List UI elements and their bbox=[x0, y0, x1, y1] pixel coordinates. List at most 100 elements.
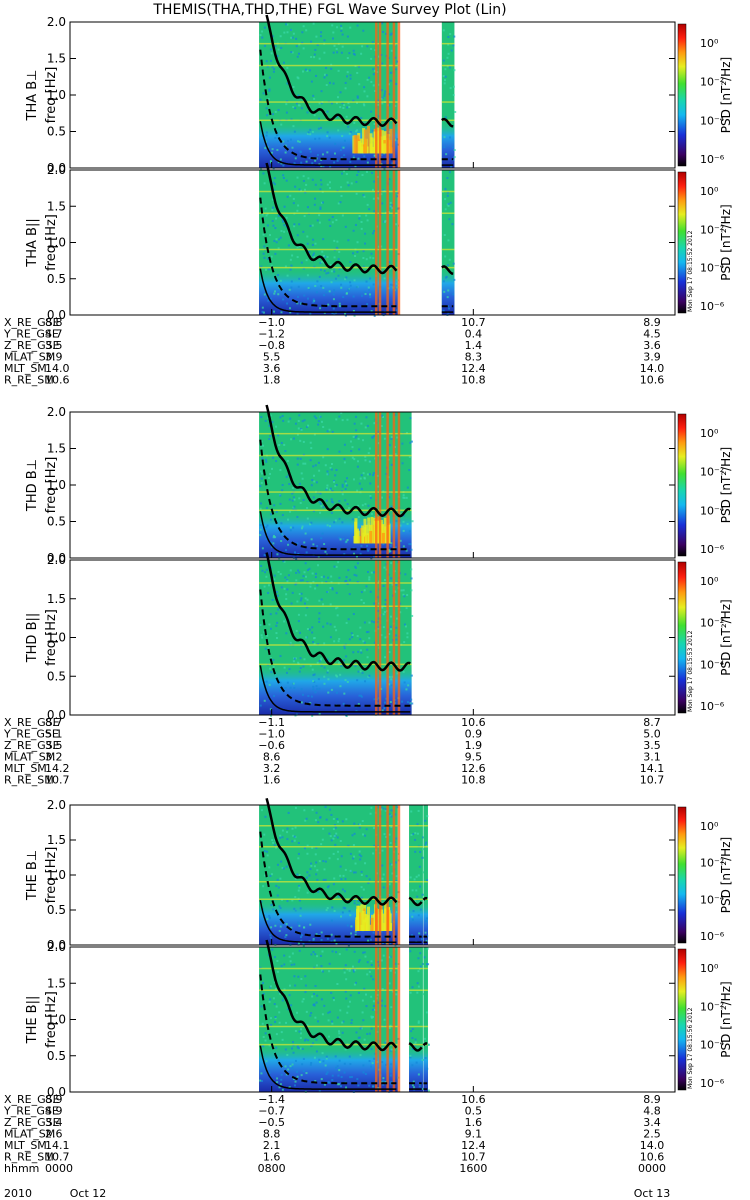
spectrogram-pixel bbox=[318, 617, 321, 620]
spectrogram-pixel bbox=[338, 576, 341, 579]
spectrogram-pixel bbox=[271, 198, 274, 201]
spectrogram-pixel bbox=[288, 984, 291, 987]
spectrogram-pixel bbox=[287, 811, 290, 814]
spectrogram-pixel bbox=[369, 812, 372, 815]
spectrogram-pixel bbox=[353, 458, 356, 461]
spectrogram-pixel bbox=[313, 474, 316, 477]
spectrogram-pixel bbox=[444, 198, 447, 201]
spectrogram-pixel bbox=[363, 477, 366, 480]
spectrogram-pixel bbox=[376, 596, 379, 599]
spectrogram-pixel bbox=[307, 131, 310, 134]
spectrogram-pixel bbox=[326, 487, 329, 490]
spectrogram-pixel bbox=[325, 488, 328, 491]
spectrogram-pixel bbox=[283, 666, 286, 669]
spectrogram-pixel bbox=[370, 1027, 373, 1030]
orbit-value: 4.7 bbox=[45, 328, 63, 341]
spectrogram-pixel bbox=[280, 522, 283, 525]
spectrogram-pixel bbox=[283, 31, 286, 34]
spectrogram-pixel bbox=[345, 482, 348, 485]
spectrogram-pixel bbox=[292, 125, 295, 128]
burst-line bbox=[375, 412, 378, 558]
spectrogram-pixel bbox=[320, 183, 323, 186]
spectrogram-pixel bbox=[329, 586, 332, 589]
spectrogram-pixel bbox=[275, 612, 278, 615]
spectrogram-pixel bbox=[322, 426, 325, 429]
spectrogram-pixel bbox=[319, 188, 322, 191]
spectrogram-pixel bbox=[263, 554, 266, 557]
spectrogram-pixel bbox=[339, 91, 342, 94]
spectrogram-pixel bbox=[326, 131, 329, 134]
spectrogram-pixel bbox=[292, 197, 295, 200]
y-tick-label: 0.0 bbox=[47, 938, 66, 952]
spectrogram-pixel bbox=[422, 836, 425, 839]
spectrogram-pixel bbox=[321, 532, 324, 535]
fc-curve bbox=[422, 896, 428, 901]
spectrogram-pixel bbox=[315, 1001, 318, 1004]
spectrogram-pixel bbox=[372, 472, 375, 475]
spectrogram-pixel bbox=[344, 1048, 347, 1051]
spectrogram-pixel bbox=[390, 505, 393, 508]
spectrogram-pixel bbox=[353, 121, 356, 124]
spectrogram-pixel bbox=[286, 31, 289, 34]
colorbar-tick-label: 10⁰ bbox=[700, 185, 719, 198]
spectrogram-pixel bbox=[344, 877, 347, 880]
spectrogram-pixel bbox=[303, 571, 306, 574]
spectrogram-pixel bbox=[275, 624, 278, 627]
spectrogram-pixel bbox=[381, 849, 384, 852]
spectrogram-pixel bbox=[338, 1030, 341, 1033]
spectrogram-pixel bbox=[275, 632, 278, 635]
spectrogram-pixel bbox=[335, 102, 338, 105]
spectrogram-pixel bbox=[340, 878, 343, 881]
spectrogram-pixel bbox=[290, 264, 293, 267]
y-tick-label: 0.5 bbox=[47, 515, 66, 529]
spectrogram-pixel bbox=[321, 838, 324, 841]
spectrogram-pixel bbox=[322, 506, 325, 509]
spectrogram-pixel bbox=[352, 156, 355, 159]
y-label-freq: freq [Hz] bbox=[44, 991, 59, 1048]
spectrogram-pixel bbox=[381, 606, 384, 609]
spectrogram-pixel bbox=[414, 838, 417, 841]
wave-activity bbox=[380, 139, 384, 154]
orbit-value: 12.4 bbox=[461, 1139, 486, 1152]
fc-dashed-curve bbox=[259, 831, 397, 938]
y-tick-label: 1.5 bbox=[47, 833, 66, 847]
spectrogram-pixel bbox=[402, 529, 405, 532]
orbit-row-label: MLT_SM bbox=[4, 362, 47, 375]
spectrogram-pixel bbox=[410, 1030, 413, 1033]
colorbar-tick-label: 10⁰ bbox=[700, 962, 719, 975]
spectrogram-pixel bbox=[419, 965, 422, 968]
orbit-row-label: Z_RE_GSE bbox=[4, 1116, 60, 1129]
spectrogram-pixel bbox=[326, 448, 329, 451]
spectrogram-pixel bbox=[366, 1032, 369, 1035]
spectrogram-pixel bbox=[306, 606, 309, 609]
spectrogram-pixel bbox=[316, 687, 319, 690]
spectrogram-pixel bbox=[285, 923, 288, 926]
spectrogram-pixel bbox=[370, 1015, 373, 1018]
spectrogram-pixel bbox=[373, 621, 376, 624]
spectrogram-pixel bbox=[303, 294, 306, 297]
spectrogram-pixel bbox=[414, 1038, 417, 1041]
spectrogram-pixel bbox=[280, 1031, 283, 1034]
spectrogram-pixel bbox=[272, 665, 275, 668]
orbit-value: 3.6 bbox=[263, 362, 281, 375]
spectrogram-pixel bbox=[292, 202, 295, 205]
spectrogram-pixel bbox=[262, 992, 265, 995]
y-tick-label: 1.0 bbox=[47, 236, 66, 250]
spectrogram-pixel bbox=[268, 1071, 271, 1074]
spectrogram-pixel bbox=[275, 846, 278, 849]
spectrogram-pixel bbox=[449, 33, 452, 36]
spectrogram-pixel bbox=[359, 823, 362, 826]
orbit-value: 14.2 bbox=[45, 762, 70, 775]
spectrogram-pixel bbox=[343, 443, 346, 446]
spectrogram-pixel bbox=[271, 839, 274, 842]
spectrogram-pixel bbox=[309, 702, 312, 705]
spectrogram-pixel bbox=[424, 931, 427, 934]
spectrogram-pixel bbox=[320, 268, 323, 271]
spectrogram-pixel bbox=[273, 578, 276, 581]
timestamp-stamp: Mon Sep 17 08:15:52 2012 bbox=[687, 230, 694, 312]
spectrogram-pixel bbox=[409, 1054, 412, 1057]
spectrogram-pixel bbox=[275, 1046, 278, 1049]
spectrogram-pixel bbox=[333, 161, 336, 164]
spectrogram-pixel bbox=[289, 138, 292, 141]
